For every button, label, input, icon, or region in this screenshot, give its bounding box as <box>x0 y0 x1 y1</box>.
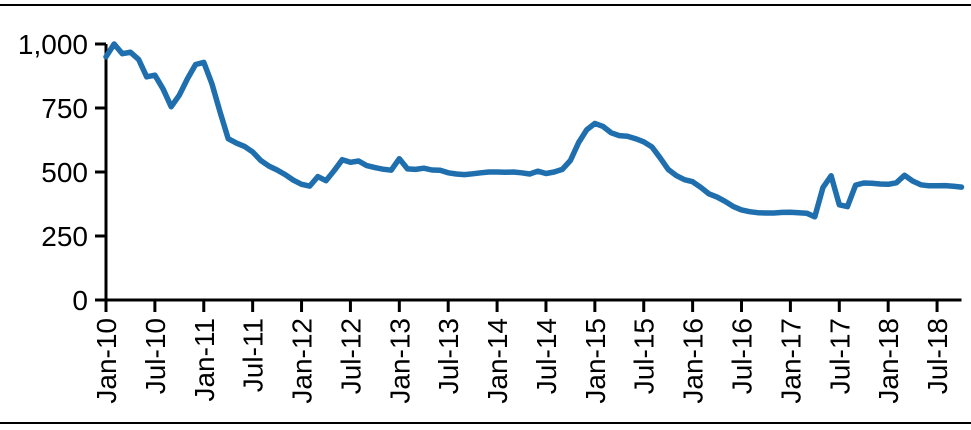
bottom-rule <box>0 422 971 424</box>
x-axis-tick-label: Jan-13 <box>384 318 415 404</box>
x-axis-tick-label: Jan-17 <box>775 318 806 404</box>
x-axis-tick-label: Jan-18 <box>873 318 904 404</box>
x-axis-tick-label: Jul-15 <box>629 318 660 394</box>
x-axis-tick-label: Jan-10 <box>91 318 122 404</box>
x-axis-tick-label: Jul-16 <box>727 318 758 394</box>
x-axis-tick-label: Jul-13 <box>433 318 464 394</box>
data-line <box>103 41 965 220</box>
x-axis-tick-label: Jan-16 <box>678 318 709 404</box>
x-axis-tick-label: Jul-11 <box>238 318 269 392</box>
x-axis-tick-label: Jan-14 <box>482 318 513 404</box>
x-axis-tick-label: Jul-14 <box>531 318 562 394</box>
y-axis-tick-label: 0 <box>72 285 88 316</box>
x-axis-tick-label: Jul-10 <box>140 318 171 394</box>
x-axis-tick-label: Jan-12 <box>287 318 318 404</box>
top-rule <box>0 4 971 6</box>
x-axis-tick-label: Jan-11 <box>189 318 220 402</box>
y-axis-tick-label: 250 <box>41 221 88 252</box>
y-axis-tick-label: 500 <box>41 157 88 188</box>
x-axis-tick-label: Jul-12 <box>335 318 366 394</box>
x-axis-tick-label: Jul-17 <box>824 318 855 394</box>
x-axis-tick-label: Jan-15 <box>580 318 611 404</box>
x-axis-tick-label: Jul-18 <box>922 318 953 394</box>
y-axis-tick-label: 750 <box>41 93 88 124</box>
y-axis-tick-label: 1,000 <box>18 29 88 60</box>
